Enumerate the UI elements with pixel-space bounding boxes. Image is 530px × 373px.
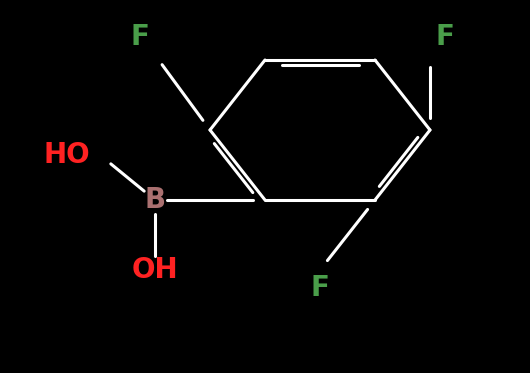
Text: F: F bbox=[130, 23, 149, 51]
Text: HO: HO bbox=[43, 141, 90, 169]
Text: F: F bbox=[436, 23, 454, 51]
Text: B: B bbox=[145, 186, 165, 214]
Text: F: F bbox=[311, 274, 330, 302]
Text: OH: OH bbox=[131, 256, 178, 284]
